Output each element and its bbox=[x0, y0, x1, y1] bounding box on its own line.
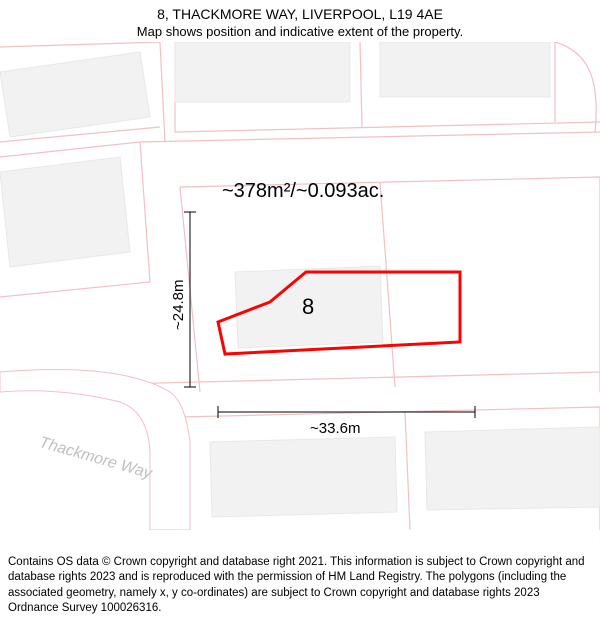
area-measurement: ~378m²/~0.093ac. bbox=[222, 180, 384, 203]
map-area: ~378m²/~0.093ac. ~24.8m ~33.6m 8 Thackmo… bbox=[0, 42, 600, 530]
width-measurement: ~33.6m bbox=[310, 420, 360, 437]
header: 8, THACKMORE WAY, LIVERPOOL, L19 4AE Map… bbox=[0, 0, 600, 43]
plot-number: 8 bbox=[302, 294, 314, 320]
page-subtitle: Map shows position and indicative extent… bbox=[10, 24, 590, 39]
copyright-footer: Contains OS data © Crown copyright and d… bbox=[0, 549, 600, 625]
height-measurement: ~24.8m bbox=[170, 280, 187, 330]
page-title: 8, THACKMORE WAY, LIVERPOOL, L19 4AE bbox=[10, 6, 590, 22]
